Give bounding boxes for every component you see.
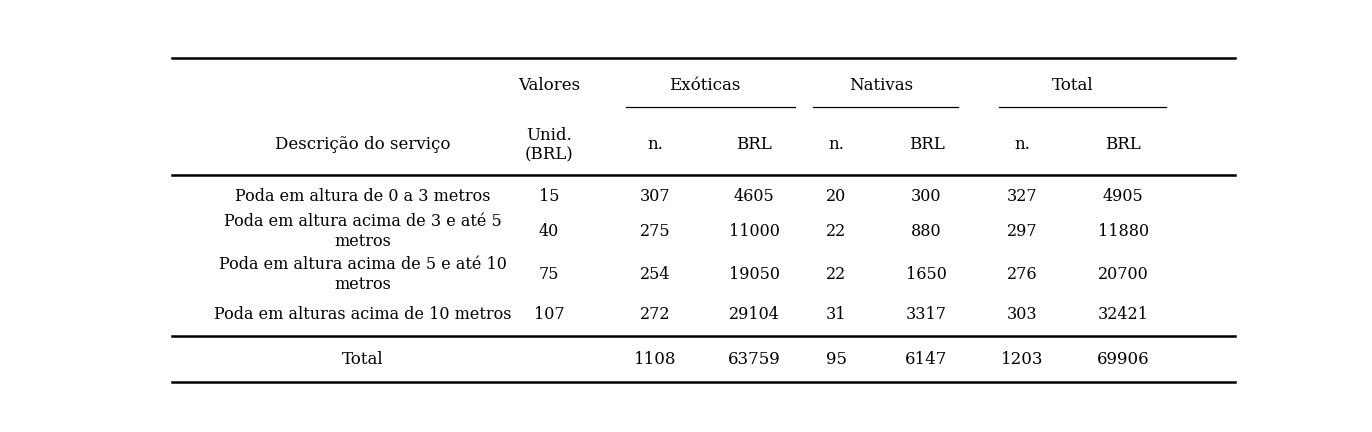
Text: 95: 95	[826, 351, 847, 368]
Text: 297: 297	[1007, 223, 1037, 240]
Text: 40: 40	[539, 223, 560, 240]
Text: 19050: 19050	[729, 266, 779, 283]
Text: 300: 300	[911, 188, 941, 205]
Text: 6147: 6147	[906, 351, 948, 368]
Text: Poda em altura acima de 5 e até 10
metros: Poda em altura acima de 5 e até 10 metro…	[220, 257, 506, 293]
Text: 63759: 63759	[727, 351, 781, 368]
Text: 20: 20	[826, 188, 847, 205]
Text: Total: Total	[342, 351, 384, 368]
Text: n.: n.	[829, 137, 844, 153]
Text: 1650: 1650	[906, 266, 947, 283]
Text: 254: 254	[641, 266, 671, 283]
Text: Poda em alturas acima de 10 metros: Poda em alturas acima de 10 metros	[214, 306, 512, 323]
Text: 327: 327	[1007, 188, 1037, 205]
Text: Nativas: Nativas	[849, 76, 914, 94]
Text: Valores: Valores	[517, 76, 580, 94]
Text: 11000: 11000	[729, 223, 779, 240]
Text: 31: 31	[826, 306, 847, 323]
Text: 1203: 1203	[1002, 351, 1043, 368]
Text: 11880: 11880	[1098, 223, 1148, 240]
Text: Poda em altura de 0 a 3 metros: Poda em altura de 0 a 3 metros	[235, 188, 491, 205]
Text: 4605: 4605	[734, 188, 775, 205]
Text: Descrição do serviço: Descrição do serviço	[276, 137, 450, 153]
Text: BRL: BRL	[908, 137, 944, 153]
Text: Unid.
(BRL): Unid. (BRL)	[524, 127, 573, 163]
Text: 3317: 3317	[906, 306, 947, 323]
Text: BRL: BRL	[737, 137, 772, 153]
Text: 20700: 20700	[1098, 266, 1148, 283]
Text: 22: 22	[826, 266, 847, 283]
Text: 4905: 4905	[1103, 188, 1143, 205]
Text: 880: 880	[911, 223, 941, 240]
Text: Poda em altura acima de 3 e até 5
metros: Poda em altura acima de 3 e até 5 metros	[224, 213, 502, 250]
Text: 276: 276	[1007, 266, 1037, 283]
Text: 75: 75	[539, 266, 560, 283]
Text: 32421: 32421	[1098, 306, 1148, 323]
Text: n.: n.	[648, 137, 663, 153]
Text: 15: 15	[539, 188, 560, 205]
Text: 272: 272	[641, 306, 671, 323]
Text: 303: 303	[1007, 306, 1037, 323]
Text: Exóticas: Exóticas	[670, 76, 741, 94]
Text: Total: Total	[1052, 76, 1093, 94]
Text: 307: 307	[639, 188, 671, 205]
Text: 22: 22	[826, 223, 847, 240]
Text: 107: 107	[534, 306, 564, 323]
Text: 29104: 29104	[729, 306, 779, 323]
Text: n.: n.	[1014, 137, 1030, 153]
Text: 1108: 1108	[634, 351, 676, 368]
Text: 69906: 69906	[1096, 351, 1150, 368]
Text: BRL: BRL	[1106, 137, 1142, 153]
Text: 275: 275	[639, 223, 671, 240]
